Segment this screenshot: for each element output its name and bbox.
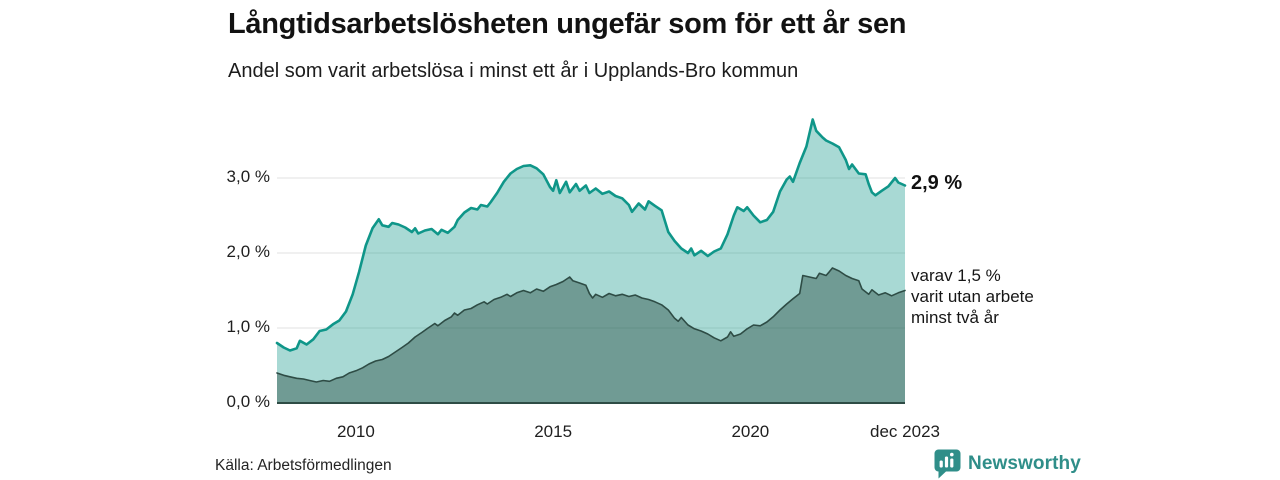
secondary-series-annotation: varav 1,5 % varit utan arbete minst två … bbox=[911, 266, 1034, 327]
chart-subtitle: Andel som varit arbetslösa i minst ett å… bbox=[228, 60, 799, 82]
series-area bbox=[277, 268, 905, 403]
y-axis-tick-label: 0,0 % bbox=[226, 392, 270, 411]
y-axis-tick-label: 3,0 % bbox=[226, 167, 270, 186]
x-axis-tick-label: dec 2023 bbox=[870, 422, 940, 441]
x-axis-tick-label: 2020 bbox=[731, 422, 770, 441]
x-axis-tick-label: 2015 bbox=[534, 422, 573, 441]
source-attribution: Källa: Arbetsförmedlingen bbox=[215, 457, 392, 474]
x-axis-tick-label: 2010 bbox=[336, 422, 375, 441]
y-axis-tick-label: 1,0 % bbox=[226, 317, 270, 336]
latest-value-label: 2,9 % bbox=[911, 172, 963, 194]
series-area bbox=[277, 119, 905, 403]
series-line bbox=[275, 118, 907, 352]
y-axis-tick-label: 2,0 % bbox=[226, 242, 270, 261]
newsworthy-logo-text: Newsworthy bbox=[968, 453, 1081, 474]
page-title: Långtidsarbetslösheten ungefär som för e… bbox=[228, 8, 907, 40]
newsworthy-bar-chart-icon bbox=[934, 449, 961, 479]
series-line bbox=[276, 267, 906, 383]
newsworthy-logo: Newsworthy bbox=[934, 449, 1081, 479]
